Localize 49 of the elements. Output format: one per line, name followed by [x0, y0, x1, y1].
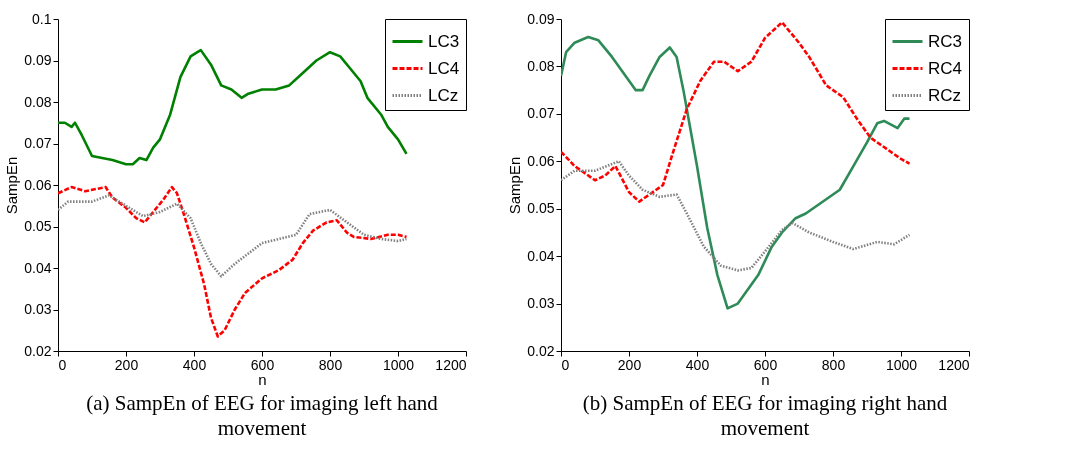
x-axis-title: n — [761, 370, 770, 388]
y-tick-label: 0.06 — [527, 152, 555, 169]
y-tick-label: 0.05 — [24, 218, 52, 234]
line-series — [561, 159, 911, 272]
y-tick-label: 0.06 — [24, 176, 52, 193]
x-tick-label: 1000 — [885, 356, 918, 373]
y-tick-label: 0.07 — [24, 135, 52, 151]
legend-label: RC3 — [928, 31, 963, 51]
x-axis-title: n — [258, 370, 267, 388]
x-tick-label: 1000 — [382, 356, 415, 373]
x-tick-label: 0 — [58, 356, 67, 373]
y-tick-label: 0.09 — [24, 52, 52, 68]
y-tick-label: 0.02 — [24, 342, 52, 359]
x-tick-label: 800 — [821, 356, 846, 373]
y-axis-title: SampEn — [506, 156, 524, 215]
y-tick-label: 0.04 — [527, 247, 555, 264]
line-series — [561, 21, 911, 203]
x-tick-label: 600 — [250, 356, 275, 373]
y-tick-label: 0.03 — [24, 301, 52, 317]
x-tick-label: 200 — [114, 356, 139, 373]
y-axis-title: SampEn — [3, 156, 21, 215]
x-tick-label: 1200 — [938, 356, 970, 373]
y-tick-label: 0.09 — [527, 10, 555, 27]
text: (b) SampEn of EEG for imaging right hand movement — [582, 391, 948, 440]
line-series — [58, 185, 408, 338]
x-tick-label: 200 — [617, 356, 642, 373]
x-tick-label: 600 — [753, 356, 778, 373]
text: (a) SampEn of EEG for imaging left hand movement — [86, 391, 439, 440]
y-tick-label: 0.04 — [24, 259, 52, 276]
y-tick-label: 0.02 — [527, 342, 555, 359]
y-tick-label: 0.08 — [24, 93, 52, 110]
x-tick-label: 400 — [182, 356, 207, 373]
y-tick-label: 0.08 — [527, 57, 555, 74]
x-tick-label: 0 — [561, 356, 570, 373]
line-series — [58, 48, 408, 166]
legend-label: LC4 — [428, 58, 460, 78]
legend-label: LCz — [428, 85, 459, 105]
legend-label: RC4 — [928, 58, 963, 78]
y-tick-label: 0.05 — [527, 200, 555, 217]
line-series — [58, 194, 408, 278]
x-tick-label: 1200 — [435, 356, 467, 373]
y-tick-label: 0.07 — [527, 105, 555, 122]
y-tick-label: 0.03 — [527, 295, 555, 312]
legend-label: RCz — [928, 85, 962, 105]
x-tick-label: 800 — [318, 356, 343, 373]
x-tick-label: 400 — [685, 356, 710, 373]
legend-label: LC3 — [428, 31, 460, 51]
line-series — [561, 35, 911, 310]
y-tick-label: 0.1 — [32, 10, 52, 27]
